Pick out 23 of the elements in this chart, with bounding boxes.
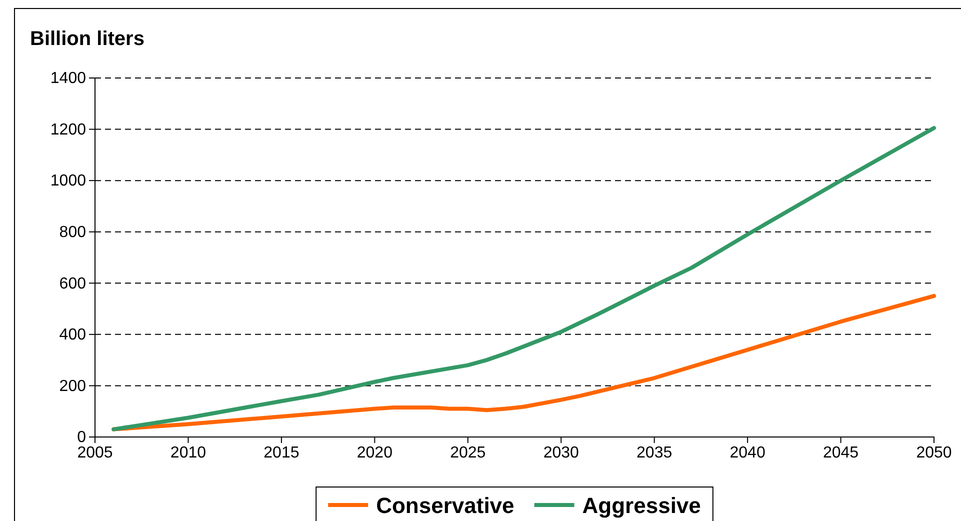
x-tick-label: 2050 xyxy=(916,444,952,462)
y-axis-title: Billion liters xyxy=(30,28,144,50)
y-tick-label: 0 xyxy=(77,429,86,446)
line-series xyxy=(112,294,936,432)
y-tick-label: 200 xyxy=(59,378,86,395)
x-tick-label: 2015 xyxy=(264,444,300,462)
y-tick-label: 600 xyxy=(59,275,86,292)
y-tick-label: 400 xyxy=(59,326,86,344)
line-series xyxy=(112,126,936,432)
x-tick-label: 2010 xyxy=(170,444,206,462)
y-tick-label: 800 xyxy=(59,224,86,241)
legend-label: Aggressive xyxy=(582,493,701,518)
x-tick-label: 2045 xyxy=(822,444,859,462)
legend-label: Conservative xyxy=(376,493,514,518)
x-tick-label: 2030 xyxy=(543,444,580,462)
x-tick-label: 2035 xyxy=(636,444,672,462)
x-tick-label: 2005 xyxy=(77,444,113,462)
y-tick-label: 1400 xyxy=(50,70,86,88)
x-tick-label: 2025 xyxy=(450,444,486,462)
y-tick-label: 1200 xyxy=(50,121,86,138)
y-tick-label: 1000 xyxy=(50,172,86,190)
x-tick-label: 2040 xyxy=(730,444,766,462)
x-tick-label: 2020 xyxy=(356,444,393,462)
